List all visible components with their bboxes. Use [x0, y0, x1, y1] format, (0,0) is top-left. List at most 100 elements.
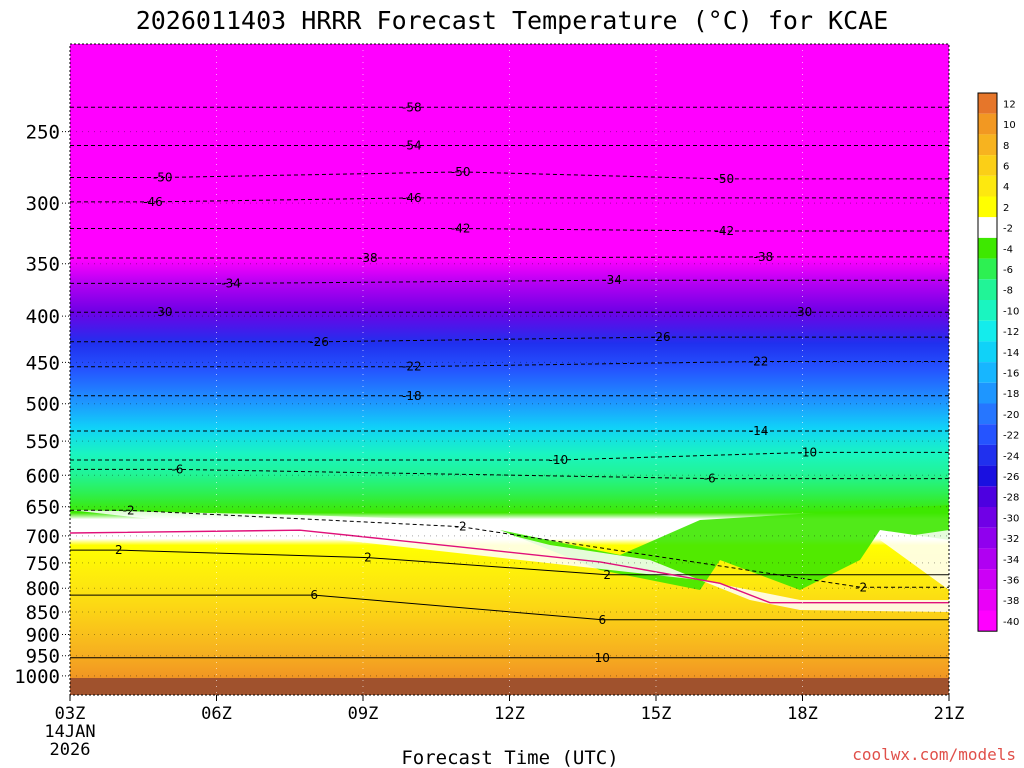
colorbar-label: -12	[1003, 327, 1019, 338]
colorbar-label: -34	[1003, 555, 1019, 566]
colorbar-label: -26	[1003, 472, 1019, 483]
colorbar-swatch	[978, 362, 997, 383]
contour-label: -22	[402, 360, 422, 374]
contour-label: -50	[715, 172, 735, 186]
colorbar-swatch	[978, 113, 997, 135]
y-tick-label: 500	[26, 394, 60, 416]
contour-label: -34	[221, 276, 241, 290]
contour-label: -26	[651, 330, 671, 344]
colorbar-swatch	[978, 382, 997, 404]
contour-label: -2	[855, 580, 867, 594]
colorbar-label: -10	[1003, 306, 1019, 317]
y-tick-label: 800	[26, 578, 60, 600]
contour-label: -50	[153, 170, 173, 184]
colorbar-swatch	[978, 175, 997, 197]
y-tick-label: 350	[26, 254, 60, 276]
start-date-day: 14JAN	[44, 722, 95, 742]
y-tick-label: 250	[26, 122, 60, 144]
colorbar-label: 2	[1003, 203, 1009, 214]
y-tick-label: 400	[26, 306, 60, 328]
contour-label: -54	[402, 138, 422, 152]
x-tick-label: 09Z	[348, 704, 379, 724]
contour-label: -18	[402, 389, 422, 403]
colorbar-label: -28	[1003, 493, 1019, 504]
temperature-field	[70, 44, 949, 695]
contour-label: -6	[171, 462, 183, 476]
x-tick-label: 21Z	[934, 704, 965, 724]
colorbar-swatch	[978, 465, 997, 487]
contour-line	[70, 256, 949, 259]
colorbar-label: -30	[1003, 513, 1019, 524]
contour-label: -30	[153, 305, 173, 319]
colorbar-swatch	[978, 444, 997, 466]
contour-label: 6	[310, 588, 318, 602]
contour-label: -10	[549, 453, 569, 467]
contour-label: -2	[123, 503, 135, 517]
y-axis: 2503003504004505005506006507007508008509…	[14, 122, 70, 688]
contour-label: -6	[704, 472, 716, 486]
colorbar-label: -36	[1003, 575, 1019, 586]
contour-label: 2	[364, 551, 372, 565]
colorbar-swatch	[978, 403, 997, 425]
y-tick-label: 850	[26, 602, 60, 624]
contour-labels: -58 -54 -50 -50 -50 -46 -46 -42 -42 -38 -38 -34 -34 -…	[115, 100, 867, 664]
colorbar-swatch	[978, 569, 997, 590]
colorbar: 12 10 8 6 4 2 -2 -4 -6 -8 -10 -12 -14 -16 -18 -20 -22 -24…	[977, 92, 1019, 632]
colorbar-swatch	[978, 155, 997, 176]
y-tick-label: 900	[26, 624, 60, 646]
colorbar-swatch	[978, 196, 997, 218]
colorbar-label: 8	[1003, 141, 1009, 152]
contour-label: 6	[598, 613, 606, 627]
contour-label: 10	[595, 651, 610, 665]
contour-label: -50	[451, 165, 471, 179]
colorbar-swatch	[978, 424, 997, 445]
contour-lines	[70, 106, 949, 659]
contour-label: -38	[358, 251, 378, 265]
y-tick-label: 550	[26, 431, 60, 453]
contour-label: -38	[754, 250, 774, 264]
contour-label: -30	[793, 305, 813, 319]
colorbar-label: -20	[1003, 410, 1019, 421]
colorbar-label: -16	[1003, 368, 1019, 379]
colorbar-label: -32	[1003, 534, 1019, 545]
colorbar-label: -40	[1003, 617, 1019, 628]
contour-line	[70, 171, 949, 180]
contour-label: -2	[455, 520, 467, 534]
grid-lines	[70, 44, 949, 695]
x-tick-label: 03Z	[55, 704, 86, 724]
chart-title: 2026011403 HRRR Forecast Temperature (°C…	[136, 6, 889, 35]
y-tick-label: 650	[26, 497, 60, 519]
start-date-year: 2026	[50, 740, 91, 760]
colorbar-swatch	[978, 237, 997, 259]
colorbar-swatch	[978, 279, 997, 300]
contour-line	[70, 549, 949, 576]
contour-line	[70, 228, 949, 232]
contour-line	[70, 197, 949, 203]
contour-line	[70, 361, 949, 368]
x-axis-label: Forecast Time (UTC)	[401, 747, 618, 768]
colorbar-swatch	[978, 341, 997, 363]
colorbar-swatch	[978, 217, 997, 238]
y-tick-label: 300	[26, 193, 60, 215]
plot-area: -58 -54 -50 -50 -50 -46 -46 -42 -42 -38 -38 -34 -34 -…	[70, 44, 949, 695]
contour-label: -46	[402, 191, 422, 205]
x-tick-label: 12Z	[494, 704, 525, 724]
contour-label: -42	[451, 222, 471, 236]
colorbar-swatch	[978, 258, 997, 280]
x-axis: 03Z 06Z 09Z 12Z 15Z 18Z 21Z	[55, 695, 965, 724]
contour-label: -42	[715, 224, 735, 238]
contour-line	[70, 451, 949, 461]
colorbar-label: -18	[1003, 389, 1019, 400]
colorbar-swatch	[978, 548, 997, 570]
contour-label: 2	[115, 543, 123, 557]
colorbar-swatch	[978, 93, 997, 114]
colorbar-swatch	[978, 134, 997, 156]
site-credit[interactable]: coolwx.com/models	[852, 745, 1016, 764]
colorbar-label: -6	[1003, 265, 1013, 276]
colorbar-label: 6	[1003, 161, 1009, 172]
y-tick-label: 950	[26, 646, 60, 668]
colorbar-label: -2	[1003, 224, 1013, 235]
contour-line	[70, 279, 949, 284]
contour-label: -46	[143, 195, 163, 209]
